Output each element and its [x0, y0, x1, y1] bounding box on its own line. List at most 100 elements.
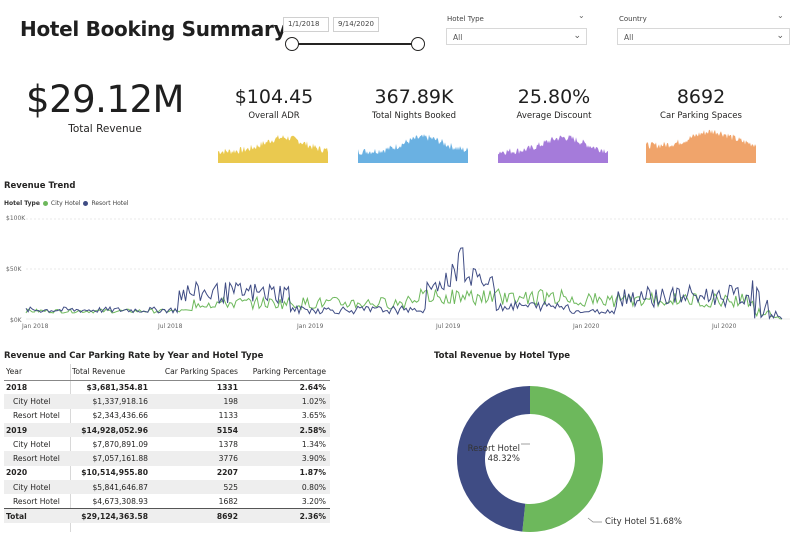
year-cell: Resort Hotel	[13, 496, 60, 506]
parking-value: 8692	[676, 86, 726, 108]
discount-value: 25.80%	[517, 86, 591, 108]
percentage-cell: 1.87%	[299, 468, 326, 478]
table-row[interactable]: 2019 $14,928,052.96 5154 2.58%	[4, 422, 330, 438]
percentage-cell: 1.34%	[301, 439, 326, 449]
total-revenue-label: Total Revenue	[68, 123, 142, 135]
adr-card: $104.45 Overall ADR	[214, 86, 334, 121]
percentage-cell: 3.65%	[301, 411, 326, 421]
legend-dot-city	[42, 201, 48, 206]
discount-sparkline-path	[498, 135, 608, 163]
parking-card: 8692 Car Parking Spaces	[641, 86, 761, 121]
percentage-cell: 3.90%	[242, 451, 330, 466]
legend-resort[interactable]: Resort Hotel	[91, 200, 129, 207]
table-row[interactable]: City Hotel $1,337,918.16 198 1.02%	[4, 394, 330, 409]
year-cell: Resort Hotel	[13, 411, 60, 421]
year-cell: City Hotel	[4, 480, 70, 495]
col-header-year[interactable]: Year	[4, 364, 70, 381]
resort-hotel-line	[25, 247, 783, 320]
table-title: Revenue and Car Parking Rate by Year and…	[4, 351, 264, 361]
nights-sparkline-path	[358, 134, 468, 163]
percentage-cell: 2.36%	[242, 508, 330, 523]
end-date-input[interactable]: 9/14/2020	[333, 17, 379, 32]
country-filter-label: Country	[619, 15, 647, 23]
y-tick-label: $100K	[6, 215, 26, 222]
col-header-revenue[interactable]: Total Revenue	[70, 364, 152, 381]
table-body: 2018 $3,681,354.81 1331 2.64% City Hotel $1,3…	[4, 380, 330, 523]
city-hotel-donut-label: City Hotel 51.68%	[605, 517, 682, 527]
parking-cell: 3776	[152, 451, 242, 466]
parking-cell: 1682	[218, 496, 238, 506]
col-header-percentage[interactable]: Parking Percentage	[242, 364, 330, 381]
table-row[interactable]: City Hotel $7,870,891.09 1378 1.34%	[4, 437, 330, 451]
start-date-input[interactable]: 1/1/2018	[283, 17, 329, 32]
discount-label: Average Discount	[516, 111, 592, 121]
percentage-cell: 3.20%	[301, 496, 326, 506]
hotel-type-dropdown[interactable]: All ⌄	[446, 28, 587, 45]
date-range-slider[interactable]	[292, 43, 418, 45]
revenue-cell: $1,337,918.16	[70, 394, 152, 409]
parking-cell: 5154	[152, 422, 242, 438]
hotel-type-filter-label: Hotel Type	[447, 15, 484, 23]
parking-cell: 1331	[216, 382, 238, 392]
total-revenue-value: $29.12M	[26, 78, 184, 121]
table-row[interactable]: Total $29,124,363.58 8692 2.36%	[4, 508, 330, 523]
year-cell: Total	[4, 508, 70, 523]
revenue-cell: $4,673,308.93	[92, 496, 148, 506]
parking-sparkline	[646, 129, 756, 163]
resort-hotel-name: Resort Hotel	[467, 444, 520, 454]
table-row[interactable]: Resort Hotel $4,673,308.93 1682 3.20%	[4, 494, 330, 508]
y-tick-label: $50K	[6, 266, 22, 273]
hotel-type-value: All	[453, 33, 463, 42]
table-row[interactable]: Resort Hotel $7,057,161.88 3776 3.90%	[4, 451, 330, 466]
percentage-cell: 2.64%	[299, 382, 326, 392]
table-row[interactable]: Resort Hotel $2,343,436.66 1133 3.65%	[4, 409, 330, 423]
country-dropdown[interactable]: All ⌄	[617, 28, 790, 45]
resort-hotel-slice[interactable]	[457, 386, 530, 532]
chevron-down-icon: ⌄	[573, 31, 581, 41]
percentage-cell: 0.80%	[242, 480, 330, 495]
revenue-donut-chart	[457, 386, 604, 532]
city-label-leader	[587, 517, 602, 523]
x-tick-label: Jan 2020	[572, 323, 600, 330]
parking-cell: 1378	[218, 439, 238, 449]
table-row[interactable]: 2020 $10,514,955.80 2207 1.87%	[4, 466, 330, 480]
total-revenue-card: $29.12M Total Revenue	[20, 78, 190, 135]
city-hotel-slice[interactable]	[522, 386, 604, 532]
slider-end-handle[interactable]	[411, 37, 425, 51]
revenue-parking-table: Year Total Revenue Car Parking Spaces Pa…	[4, 364, 330, 523]
chevron-down-icon: ⌄	[776, 31, 784, 41]
revenue-cell: $7,057,161.88	[70, 451, 152, 466]
adr-label: Overall ADR	[248, 111, 300, 121]
nights-card: 367.89K Total Nights Booked	[354, 86, 474, 121]
adr-sparkline-path	[218, 135, 328, 163]
x-tick-label: Jul 2018	[157, 323, 183, 330]
revenue-cell: $14,928,052.96	[70, 422, 152, 438]
parking-cell: 2207	[216, 468, 238, 478]
legend-city[interactable]: City Hotel	[50, 200, 81, 207]
discount-card: 25.80% Average Discount	[494, 86, 614, 121]
year-cell: 2018	[6, 382, 28, 392]
x-tick-label: Jan 2019	[296, 323, 324, 330]
slider-start-handle[interactable]	[285, 37, 299, 51]
adr-sparkline	[218, 135, 328, 163]
chevron-down-icon[interactable]: ⌄	[777, 11, 784, 20]
chevron-down-icon[interactable]: ⌄	[578, 11, 585, 20]
col-header-parking[interactable]: Car Parking Spaces	[152, 364, 242, 381]
y-tick-label: $0K	[10, 317, 23, 324]
resort-hotel-donut-label: Resort Hotel 48.32%	[440, 444, 520, 464]
revenue-trend-chart: $100K $50K $0K Jan 2018 Jul 2018 Jan 201…	[6, 215, 790, 330]
x-tick-label: Jan 2018	[21, 323, 49, 330]
parking-cell: 1133	[218, 411, 238, 421]
revenue-cell: $29,124,363.58	[70, 508, 152, 523]
trend-legend: Hotel Type City Hotel Resort Hotel	[4, 200, 128, 207]
parking-cell: 198	[152, 394, 242, 409]
table-row[interactable]: City Hotel $5,841,646.87 525 0.80%	[4, 480, 330, 495]
percentage-cell: 2.58%	[242, 422, 330, 438]
table-row[interactable]: 2018 $3,681,354.81 1331 2.64%	[4, 380, 330, 394]
revenue-cell: $10,514,955.80	[81, 468, 148, 478]
x-tick-label: Jul 2020	[711, 323, 737, 330]
country-value: All	[624, 33, 634, 42]
parking-cell: 525	[152, 480, 242, 495]
revenue-cell: $2,343,436.66	[92, 411, 148, 421]
nights-label: Total Nights Booked	[372, 111, 456, 121]
